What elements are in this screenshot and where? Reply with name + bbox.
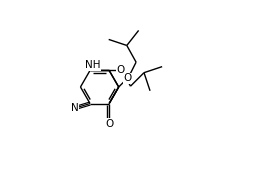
Text: O: O <box>105 119 113 129</box>
Text: H: H <box>86 61 93 71</box>
Text: NH: NH <box>85 60 100 70</box>
Text: O: O <box>116 65 125 75</box>
Text: N: N <box>70 103 78 113</box>
Text: O: O <box>124 73 132 83</box>
